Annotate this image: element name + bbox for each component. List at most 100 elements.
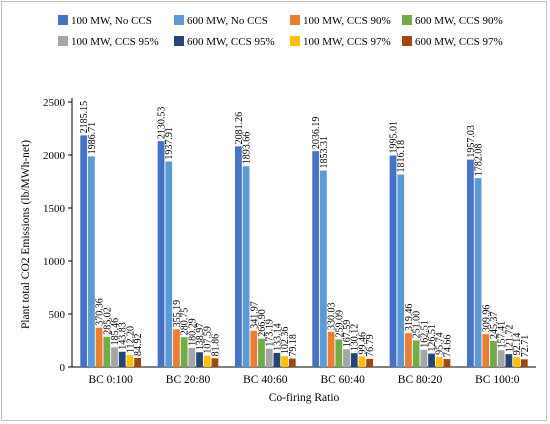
data-label: 102.36 xyxy=(280,327,291,355)
bar xyxy=(327,332,335,367)
data-label: 1816.18 xyxy=(396,140,407,173)
y-tick-label: 1500 xyxy=(43,203,66,215)
data-label: 79.18 xyxy=(288,334,299,357)
data-label: 2036.19 xyxy=(311,117,322,150)
bar xyxy=(405,333,412,367)
legend-swatch xyxy=(402,36,412,46)
bar xyxy=(420,349,428,367)
data-label: 2185.15 xyxy=(79,101,90,134)
data-label: 173.19 xyxy=(265,319,276,347)
bar xyxy=(312,151,320,367)
bar xyxy=(180,337,188,367)
bar xyxy=(288,358,296,367)
bar xyxy=(157,141,165,367)
data-label: 259.09 xyxy=(334,310,345,338)
bar xyxy=(265,348,273,367)
bar xyxy=(497,350,505,367)
bar xyxy=(118,351,126,367)
x-tick-label: BC 20:80 xyxy=(166,374,211,386)
bar xyxy=(165,161,173,367)
bar xyxy=(258,338,265,367)
bar xyxy=(343,349,350,367)
bar xyxy=(273,352,281,367)
legend-label: 100 MW, CCS 97% xyxy=(303,36,391,48)
bar xyxy=(242,166,250,367)
x-tick-label: BC 40:60 xyxy=(243,374,288,386)
bar xyxy=(103,336,111,367)
bar xyxy=(350,353,358,367)
data-label: 1853.31 xyxy=(319,136,330,169)
data-label: 370.36 xyxy=(95,298,106,326)
data-label: 1893.66 xyxy=(242,132,253,164)
bar xyxy=(203,355,211,367)
y-tick-label: 1000 xyxy=(43,256,66,268)
legend-label: 600 MW, CCS 95% xyxy=(187,36,275,48)
bar xyxy=(490,340,497,367)
data-label: 130.12 xyxy=(350,324,361,352)
legend-swatch xyxy=(174,15,184,25)
bar xyxy=(126,355,134,367)
x-axis-title: Co-firing Ratio xyxy=(269,392,340,404)
bar xyxy=(358,356,366,367)
x-tick-label: BC 80:20 xyxy=(398,374,443,386)
data-label: 72.71 xyxy=(520,335,531,358)
bar xyxy=(211,358,219,367)
data-label: 95.74 xyxy=(435,332,446,355)
bar xyxy=(173,329,180,367)
data-label: 341.97 xyxy=(249,301,260,329)
data-label: 1937.91 xyxy=(164,127,175,160)
data-label: 1957.03 xyxy=(466,125,477,158)
x-tick-label: BC 60:40 xyxy=(320,374,365,386)
bar xyxy=(234,146,242,367)
legend-swatch xyxy=(290,15,300,25)
data-label: 251.00 xyxy=(412,311,423,339)
data-label: 138.97 xyxy=(195,323,206,351)
legend-swatch xyxy=(58,15,68,25)
bar xyxy=(428,353,435,367)
legend-label: 100 MW, CCS 90% xyxy=(303,15,391,27)
legend-label: 600 MW, CCS 97% xyxy=(415,36,503,48)
bar xyxy=(435,356,443,367)
bar xyxy=(188,347,196,367)
data-label: 81.86 xyxy=(210,334,221,357)
data-label: 162.51 xyxy=(419,320,430,348)
bar xyxy=(389,155,397,367)
data-label: 330.03 xyxy=(327,303,338,331)
data-label: 121.72 xyxy=(504,325,515,353)
data-label: 309.96 xyxy=(481,305,492,333)
data-label: 355.19 xyxy=(172,300,183,328)
data-label: 143.83 xyxy=(118,322,129,350)
legend-swatch xyxy=(402,15,412,25)
data-label: 2081.26 xyxy=(234,112,245,145)
bar xyxy=(111,347,118,367)
bar xyxy=(505,354,513,367)
data-label: 76.79 xyxy=(365,334,376,357)
bar xyxy=(412,340,420,367)
data-label: 92.14 xyxy=(512,333,523,356)
x-tick-label: BC 100:0 xyxy=(475,374,520,386)
data-label: 112.20 xyxy=(125,326,136,353)
data-label: 185.46 xyxy=(110,318,121,346)
data-label: 167.59 xyxy=(342,320,353,348)
y-tick-label: 2000 xyxy=(43,150,66,162)
data-label: 1995.01 xyxy=(389,121,400,154)
legend-label: 600 MW, CCS 90% xyxy=(415,15,503,27)
bar xyxy=(95,327,103,367)
legend-swatch xyxy=(290,36,300,46)
data-label: 319.46 xyxy=(404,304,415,332)
data-label: 133.14 xyxy=(272,323,283,351)
data-label: 245.37 xyxy=(489,311,500,339)
bar xyxy=(474,178,482,367)
data-label: 280.75 xyxy=(180,308,191,336)
data-label: 266.90 xyxy=(257,309,268,337)
bar xyxy=(397,174,405,367)
data-label: 126.51 xyxy=(427,324,438,352)
bar xyxy=(482,334,490,367)
legend-label: 600 MW, No CCS xyxy=(187,15,268,27)
y-tick-label: 0 xyxy=(60,362,66,374)
y-tick-label: 2500 xyxy=(43,97,66,109)
y-tick-label: 500 xyxy=(49,309,66,321)
bar xyxy=(335,339,343,367)
bar xyxy=(250,330,258,367)
x-tick-label: BC 0:100 xyxy=(88,374,133,386)
